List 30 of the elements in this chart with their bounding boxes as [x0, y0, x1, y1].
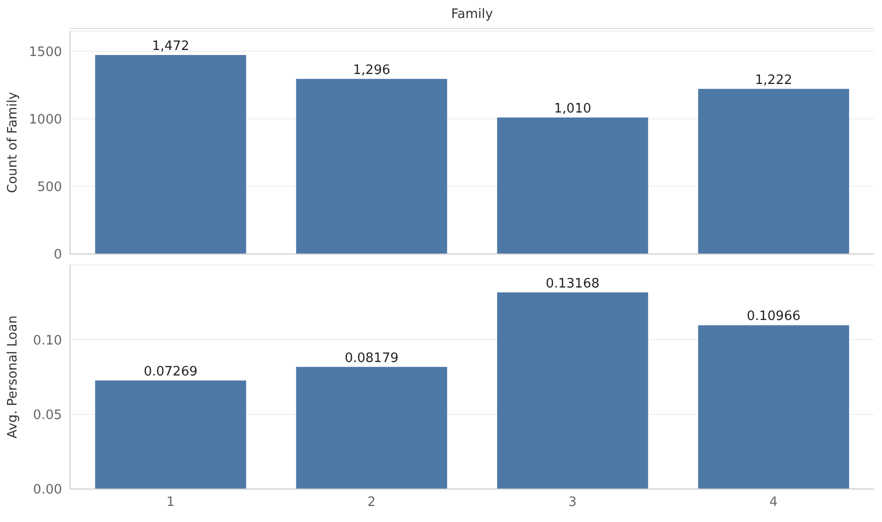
data-label: 1,296: [353, 62, 390, 78]
bar: [698, 325, 850, 489]
x-tick-label: 4: [769, 495, 778, 510]
y-tick-label: 0.05: [33, 408, 62, 423]
bar: [497, 292, 648, 489]
data-label: 1,472: [152, 39, 190, 54]
y-tick-label: 0.00: [33, 482, 62, 498]
x-tick-label: 1: [166, 495, 175, 510]
bar: [296, 78, 448, 254]
y-axis-title: Avg. Personal Loan: [6, 316, 21, 438]
bar: [95, 380, 246, 489]
y-axis-title: Count of Family: [6, 92, 21, 194]
bar: [296, 366, 448, 489]
data-label: 0.13168: [546, 276, 600, 292]
chart-title: Family: [70, 0, 874, 29]
data-label: 1,222: [755, 72, 792, 88]
y-tick-label: 1000: [28, 112, 62, 128]
y-tick-label: 0: [54, 248, 62, 263]
bar: [497, 117, 648, 254]
x-tick-label: 2: [367, 495, 376, 510]
data-label: 0.10966: [746, 309, 801, 324]
x-tick-label: 3: [568, 495, 577, 510]
data-label: 1,010: [554, 101, 592, 116]
y-tick-label: 1500: [28, 44, 62, 60]
y-tick-label: 0.10: [33, 333, 62, 348]
y-tick-label: 500: [37, 180, 62, 196]
bar: [698, 88, 850, 254]
data-label: 0.08179: [344, 350, 399, 366]
data-label: 0.07269: [144, 364, 198, 380]
bar: [95, 55, 246, 254]
